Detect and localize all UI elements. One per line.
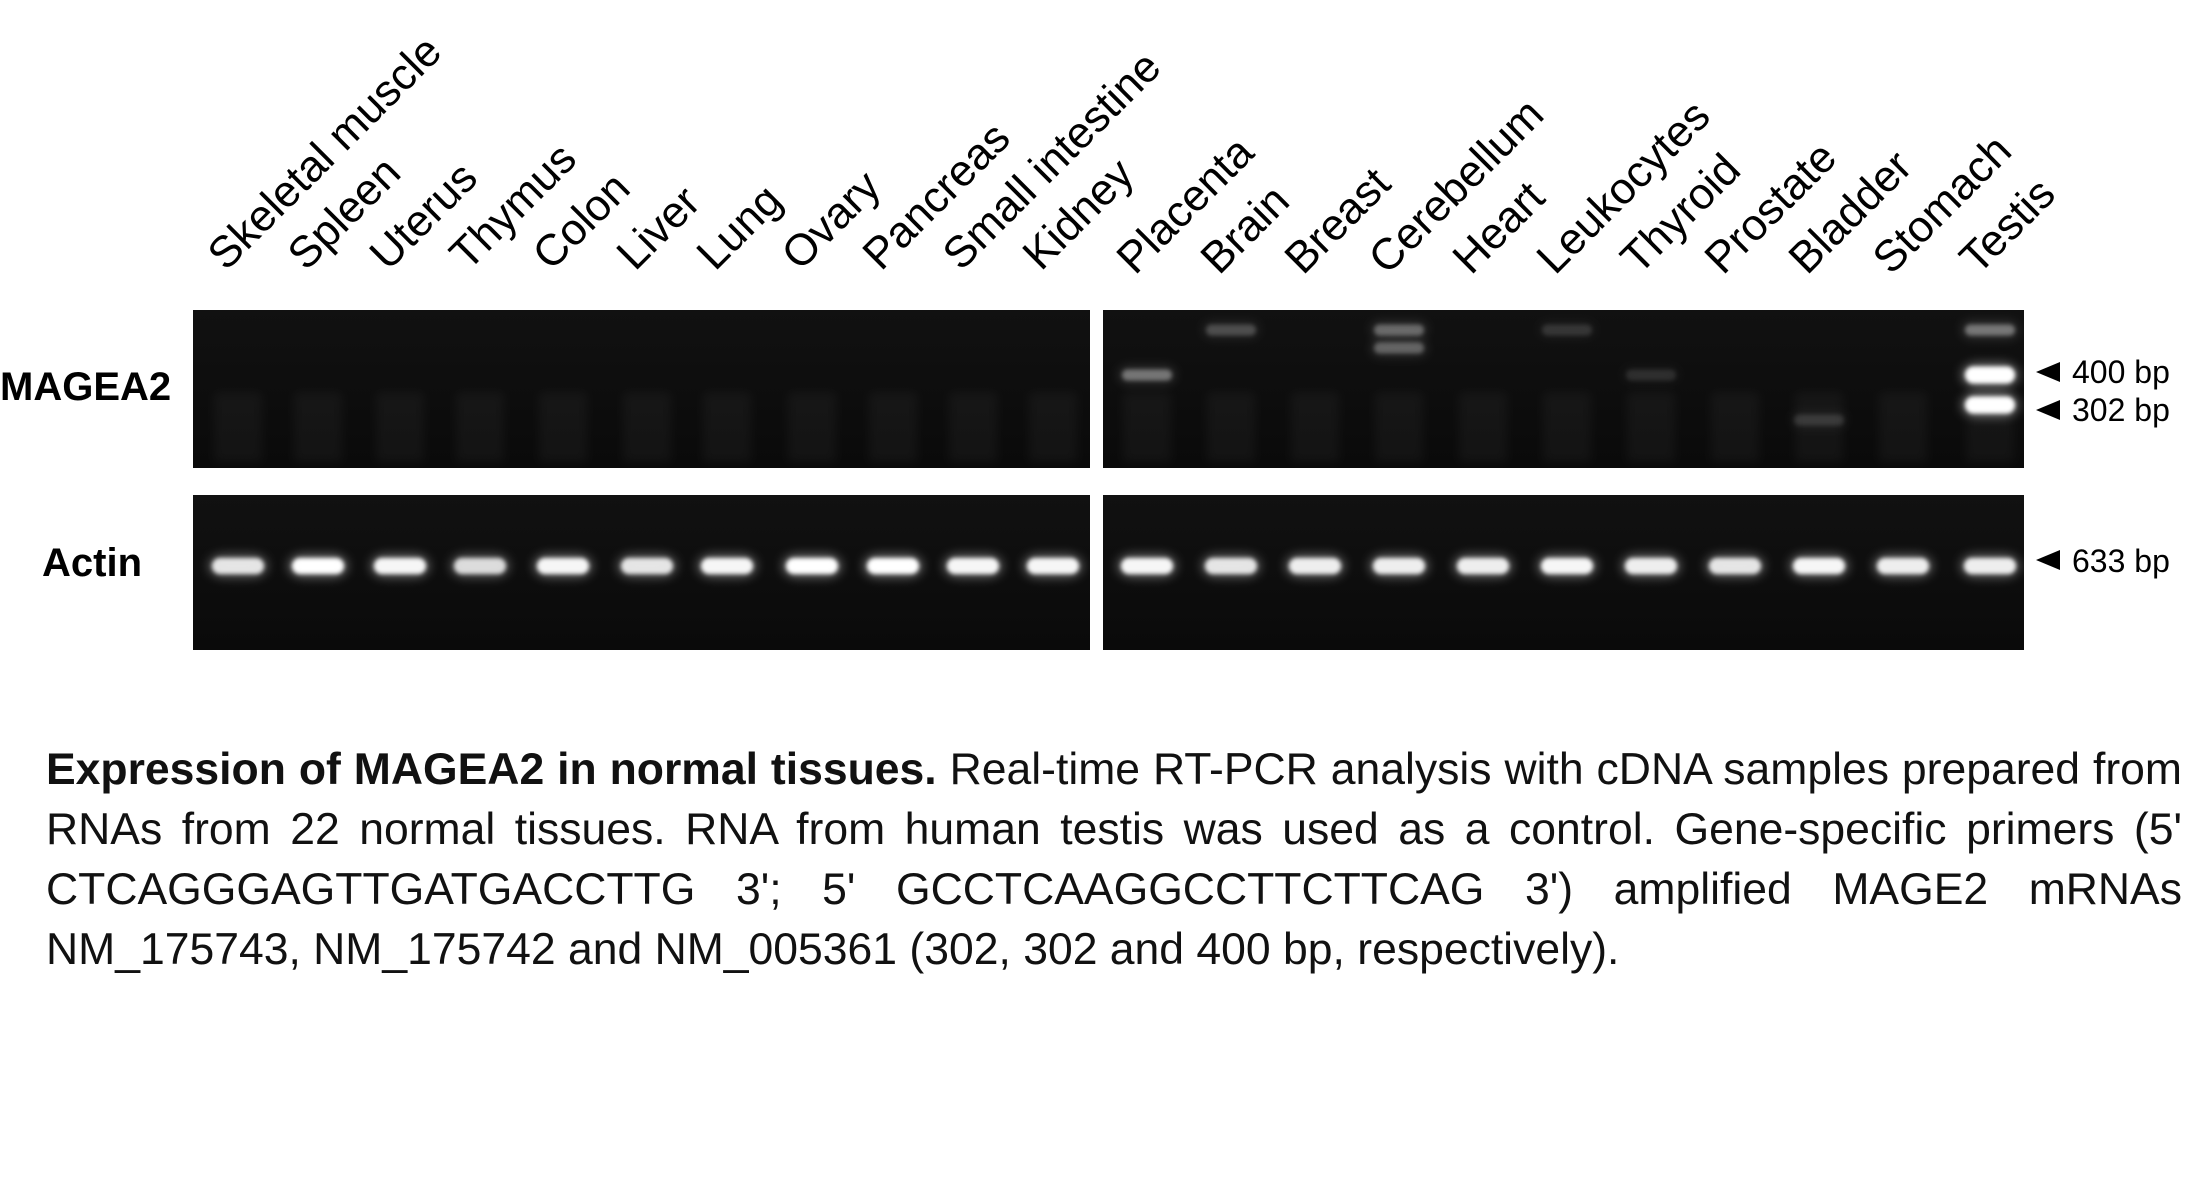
actin-band — [1537, 554, 1597, 578]
gel-divider-actin — [1090, 495, 1103, 650]
actin-band — [1621, 554, 1681, 578]
actin-band — [533, 554, 593, 578]
caption-title: Expression of MAGEA2 in normal tissues. — [46, 745, 937, 794]
lane-smear — [788, 392, 836, 462]
actin-band — [1789, 554, 1849, 578]
marker-arrow-icon — [2036, 550, 2060, 570]
actin-band — [1201, 554, 1261, 578]
lane-smear — [1543, 392, 1591, 462]
lane-labels: Skeletal muscleSpleenUterusThymusColonLi… — [198, 27, 2064, 284]
lane-label: Lung — [687, 175, 791, 279]
actin-band — [208, 554, 268, 578]
actin-band — [863, 554, 923, 578]
actin-band — [370, 554, 430, 578]
actin-band — [617, 554, 677, 578]
actin-band — [1023, 554, 1083, 578]
magea2-band — [1370, 320, 1428, 340]
lane-smear — [1123, 392, 1171, 462]
lane-smear — [539, 392, 587, 462]
lane-smear — [294, 392, 342, 462]
gel-magea2-left — [193, 310, 1090, 468]
lane-smear — [1375, 392, 1423, 462]
lane-smear — [1291, 392, 1339, 462]
marker-label-400: 400 bp — [2072, 354, 2170, 390]
row-label-magea2: MAGEA2 — [0, 365, 171, 409]
actin-band — [943, 554, 1003, 578]
lane-smear — [949, 392, 997, 462]
magea2-band — [1961, 362, 2019, 388]
gel-divider-magea2 — [1090, 310, 1103, 468]
magea2-band — [1961, 392, 2019, 418]
actin-band — [450, 554, 510, 578]
lane-smear — [869, 392, 917, 462]
magea2-band — [1961, 320, 2019, 340]
actin-band — [1285, 554, 1345, 578]
magea2-band — [1202, 320, 1260, 340]
actin-band — [782, 554, 842, 578]
lane-smear — [1879, 392, 1927, 462]
lane-smear — [376, 392, 424, 462]
actin-band — [1705, 554, 1765, 578]
actin-band — [697, 554, 757, 578]
magea2-bands — [214, 320, 2019, 462]
actin-band — [1960, 554, 2020, 578]
lane-smear — [703, 392, 751, 462]
magea2-band — [1538, 320, 1596, 340]
caption-body: Real-time RT-PCR analysis with cDNA samp… — [46, 745, 2182, 974]
magea2-band — [1118, 365, 1176, 385]
actin-bands — [208, 554, 2020, 578]
row-label-actin: Actin — [42, 541, 142, 585]
marker-label-302: 302 bp — [2072, 392, 2170, 428]
actin-band — [1453, 554, 1513, 578]
figure-caption: Expression of MAGEA2 in normal tissues. … — [46, 740, 2182, 980]
actin-band — [1117, 554, 1177, 578]
magea2-band — [1370, 338, 1428, 358]
marker-arrow-icon — [2036, 362, 2060, 382]
gel-figure: Skeletal muscleSpleenUterusThymusColonLi… — [0, 27, 2170, 650]
actin-band — [1369, 554, 1429, 578]
marker-label-633: 633 bp — [2072, 543, 2170, 579]
actin-band — [288, 554, 348, 578]
lane-smear — [1627, 392, 1675, 462]
actin-band — [1873, 554, 1933, 578]
marker-arrow-icon — [2036, 400, 2060, 420]
magea2-band — [1626, 369, 1676, 381]
magea2-band — [1790, 410, 1848, 430]
lane-smear — [1711, 392, 1759, 462]
lane-smear — [1029, 392, 1077, 462]
lane-smear — [456, 392, 504, 462]
lane-smear — [623, 392, 671, 462]
lane-smear — [1459, 392, 1507, 462]
lane-smear — [1207, 392, 1255, 462]
lane-smear — [214, 392, 262, 462]
